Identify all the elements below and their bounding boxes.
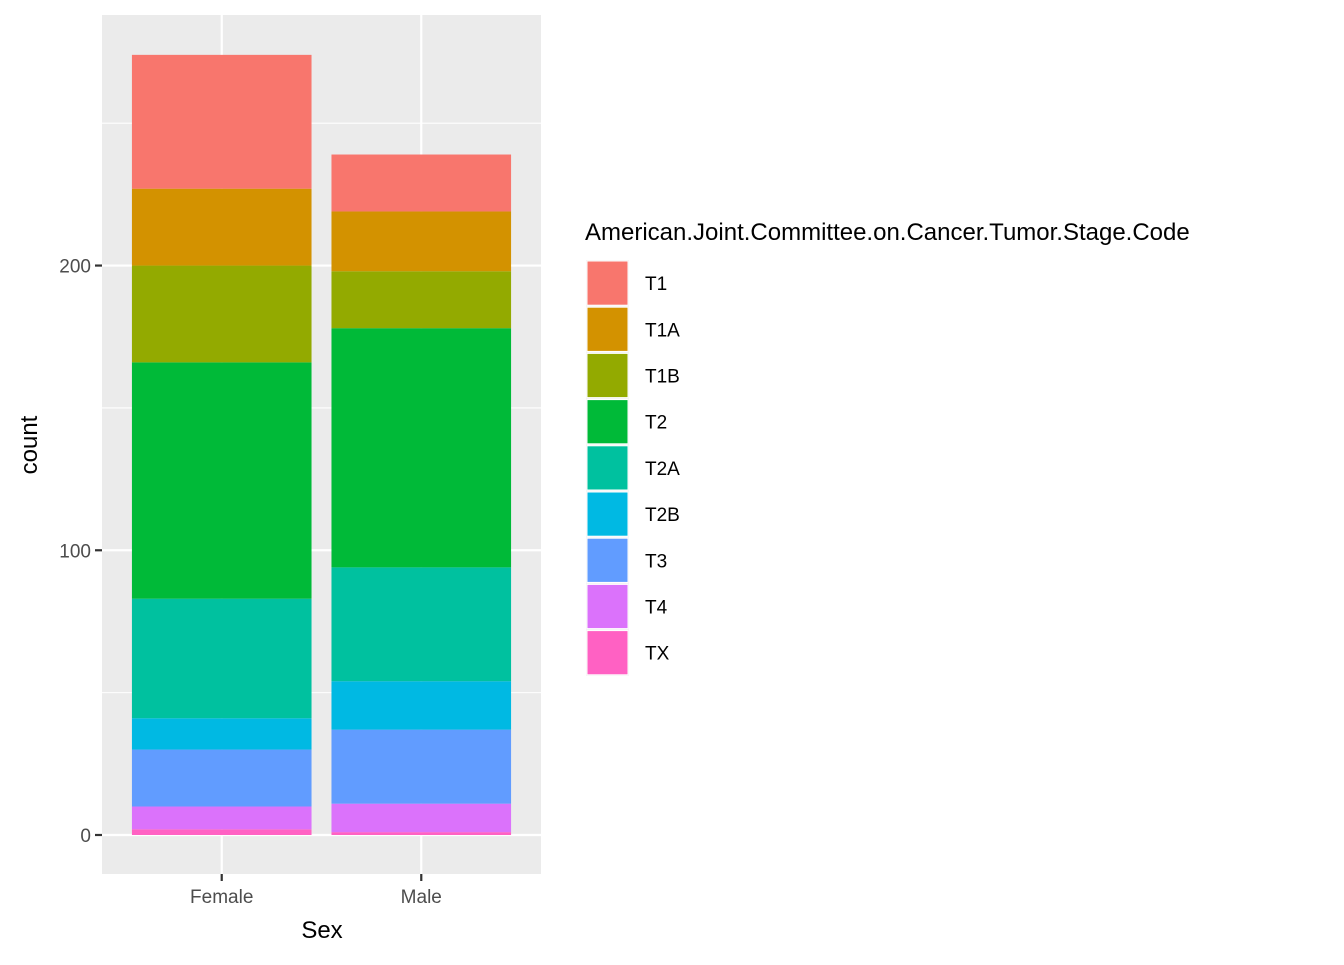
legend-key-t1 — [586, 260, 629, 306]
legend-key-t3 — [586, 537, 629, 583]
legend-key-t2b — [586, 491, 629, 537]
legend-key-t1b — [586, 352, 629, 399]
y-axis-title: count — [16, 415, 43, 474]
y-tick-label: 100 — [59, 541, 91, 562]
bar-segment-female-tx — [131, 829, 312, 835]
legend-label: T2A — [645, 459, 680, 480]
bar-segment-male-t2a — [331, 567, 512, 682]
bar-segment-female-t3 — [131, 749, 312, 807]
legend-key-t1a — [586, 306, 629, 352]
legend-label: T2B — [645, 505, 680, 526]
bar-segment-female-t2 — [131, 362, 312, 599]
legend-label: TX — [645, 644, 670, 665]
legend-key-t2a — [586, 445, 629, 491]
x-axis-title: Sex — [301, 917, 342, 944]
bar-segment-female-t2b — [131, 718, 312, 750]
legend-label: T1A — [645, 320, 680, 341]
bar-segment-male-t1a — [331, 211, 512, 272]
legend-key-tx — [586, 630, 629, 676]
y-tick-label: 0 — [80, 826, 91, 847]
bar-segment-male-t2b — [331, 681, 512, 730]
bar-segment-female-t1 — [131, 54, 312, 189]
bar-segment-male-t3 — [331, 729, 512, 804]
bar-segment-female-t4 — [131, 806, 312, 830]
axes: 0 100 200 Female Male — [59, 257, 442, 908]
bars — [131, 54, 512, 835]
legend-label: T1 — [645, 274, 667, 295]
bar-segment-female-t2a — [131, 598, 312, 719]
y-tick-label: 200 — [59, 257, 91, 278]
bar-segment-male-t1b — [331, 271, 512, 329]
bar-segment-female-t1b — [131, 265, 312, 363]
legend-label: T1B — [645, 367, 680, 388]
bar-segment-male-t4 — [331, 803, 512, 833]
bar-segment-male-tx — [331, 832, 512, 835]
legend-title: American.Joint.Committee.on.Cancer.Tumor… — [585, 219, 1190, 246]
bar-segment-male-t2 — [331, 328, 512, 568]
legend: American.Joint.Committee.on.Cancer.Tumor… — [585, 219, 1190, 676]
bar-segment-female-t1a — [131, 188, 312, 266]
legend-label: T4 — [645, 598, 668, 619]
legend-label: T3 — [645, 551, 667, 572]
x-tick-label: Female — [190, 887, 253, 908]
legend-key-t2 — [586, 399, 629, 445]
x-tick-label: Male — [401, 887, 442, 908]
legend-label: T2 — [645, 413, 667, 434]
bar-segment-male-t1 — [331, 154, 512, 212]
legend-key-t4 — [586, 583, 629, 630]
